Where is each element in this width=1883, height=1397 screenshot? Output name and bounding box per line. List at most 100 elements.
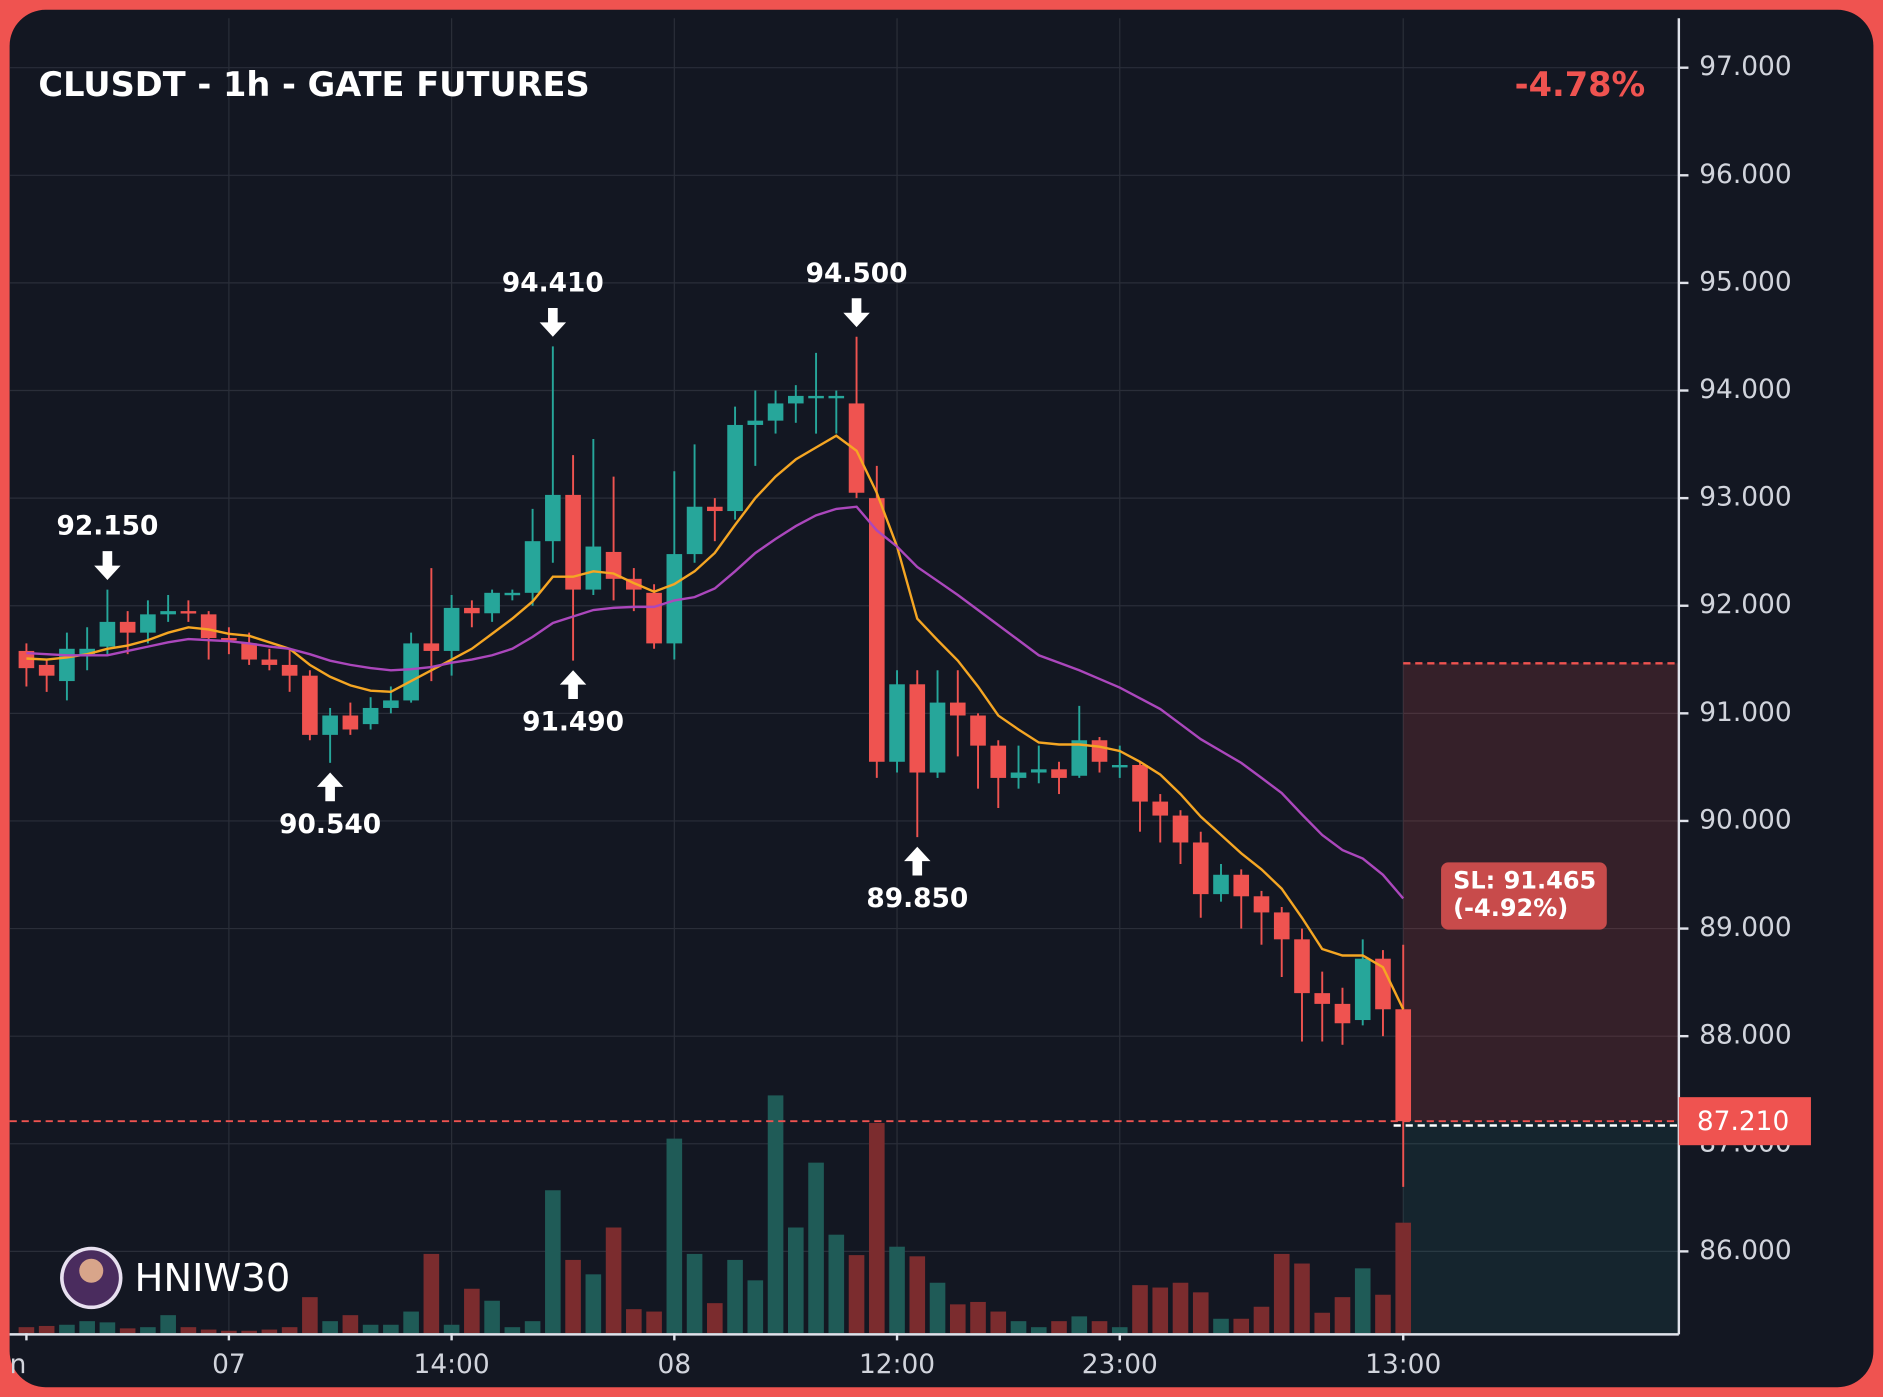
volume-bar: [18, 1327, 35, 1334]
candle-body: [524, 541, 541, 593]
volume-bar: [929, 1282, 946, 1334]
y-tick-label: 92.000: [1699, 589, 1791, 620]
volume-bar: [868, 1123, 885, 1334]
candle-body: [1091, 740, 1108, 762]
volume-bar: [221, 1330, 237, 1334]
candle-body: [403, 643, 419, 701]
marker-arrow: [843, 298, 870, 328]
candle-body: [949, 702, 966, 716]
moving-average: [26, 434, 1405, 1010]
y-tick-label: 88.000: [1699, 1020, 1791, 1051]
volume-bar: [646, 1311, 662, 1334]
volume-bar: [342, 1315, 359, 1334]
candle-body: [747, 420, 764, 425]
volume-bar: [707, 1303, 723, 1334]
marker-arrow: [904, 846, 931, 876]
candle-body: [828, 395, 845, 399]
volume-bar: [1071, 1316, 1088, 1334]
candle-body: [484, 592, 500, 614]
candle-body: [727, 424, 743, 512]
candle-body: [990, 745, 1007, 778]
volume-bar: [200, 1329, 217, 1334]
volume-bar: [383, 1324, 399, 1334]
volume-bar: [464, 1288, 480, 1334]
volume-bar: [524, 1321, 541, 1334]
volume-bar: [1111, 1327, 1128, 1334]
watermark: HNIW30: [60, 1246, 291, 1310]
watermark-text: HNIW30: [135, 1256, 291, 1301]
last-price-label: 87.210: [1697, 1106, 1789, 1137]
volume-bar: [1314, 1312, 1331, 1334]
candle-body: [99, 621, 116, 647]
y-tick-label: 89.000: [1699, 912, 1791, 943]
y-tick-label: 95.000: [1699, 266, 1791, 297]
candle-body: [1233, 874, 1250, 897]
volume-bar: [990, 1311, 1007, 1334]
candle-body: [565, 494, 581, 590]
candle-body: [545, 494, 561, 542]
candle-body: [889, 684, 905, 762]
volume-bar: [79, 1321, 95, 1334]
candle-body: [1172, 815, 1189, 843]
candle-body: [1192, 842, 1209, 895]
candle-body: [38, 664, 55, 676]
candle-body: [1314, 993, 1331, 1004]
candle-body: [221, 638, 237, 641]
candle-body: [383, 700, 399, 708]
volume-bar: [605, 1227, 622, 1334]
volume-bar: [1051, 1321, 1067, 1334]
candle-body: [504, 592, 521, 596]
high-label: 94.410: [502, 267, 604, 298]
volume-bar: [727, 1259, 743, 1334]
profit-zone: [1403, 1121, 1679, 1334]
volume-bar: [585, 1274, 602, 1334]
candle-body: [788, 395, 804, 404]
candle-body: [1152, 801, 1169, 816]
candle-body: [1395, 1009, 1412, 1122]
position-zones: [1403, 662, 1679, 1334]
candle-body: [1213, 874, 1229, 895]
marker-arrow: [559, 670, 587, 700]
candle-body: [848, 403, 865, 493]
volume-bar: [747, 1280, 764, 1334]
candle-body: [423, 643, 440, 651]
volume-bar: [686, 1253, 703, 1334]
stop-loss-change: (-4.92%): [1453, 894, 1568, 922]
avatar-face: [79, 1258, 104, 1283]
candle-body: [1354, 958, 1371, 1021]
candle-body: [200, 614, 217, 639]
volume-bar: [545, 1190, 561, 1334]
volume-bar: [1354, 1268, 1371, 1334]
high-low-markers: 92.150 94.410 94.500 90.540 91.490 89.850: [56, 258, 968, 914]
volume-bar: [423, 1253, 440, 1334]
change: -4.78%: [1515, 65, 1646, 104]
candle-body: [59, 648, 75, 682]
candle-body: [342, 715, 359, 730]
volume-bar: [59, 1324, 75, 1334]
candle-body: [464, 607, 480, 614]
volume-bar: [1030, 1327, 1047, 1334]
x-tick-label: 13:00: [1365, 1349, 1441, 1380]
volume-bar: [403, 1311, 419, 1334]
candle-body: [808, 395, 824, 399]
stop-loss-label: SL: 91.465: [1453, 867, 1596, 895]
x-tick-label: 14:00: [414, 1349, 490, 1380]
chart-title: CLUSDT - 1h - GATE FUTURES: [38, 65, 589, 104]
y-tick-label: 90.000: [1699, 804, 1791, 835]
x-tick-label: 08: [658, 1349, 692, 1380]
volume-bar: [1233, 1318, 1250, 1334]
volume-bar: [140, 1327, 156, 1334]
volume-bar: [302, 1297, 318, 1334]
volume-bar: [970, 1301, 986, 1334]
volume-bar: [767, 1095, 784, 1334]
volume-bar: [1192, 1292, 1209, 1334]
candle-body: [1334, 1003, 1351, 1024]
candle-body: [1071, 740, 1088, 776]
candle-body: [119, 621, 136, 633]
volume-bar: [1152, 1287, 1169, 1334]
marker-arrow: [539, 307, 567, 337]
volume-bar: [38, 1325, 55, 1334]
candle-body: [909, 684, 926, 773]
volume-bar: [1253, 1306, 1270, 1334]
